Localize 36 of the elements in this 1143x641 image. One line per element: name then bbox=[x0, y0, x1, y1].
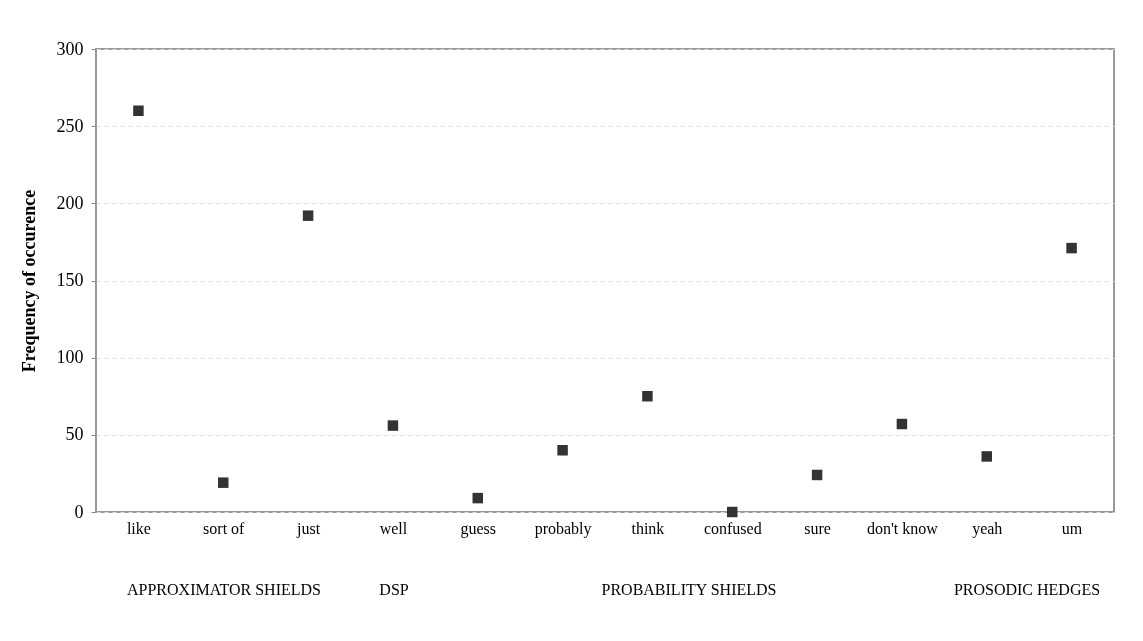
point bbox=[472, 492, 483, 504]
point bbox=[218, 477, 229, 488]
x-tick-label: sure bbox=[804, 519, 831, 537]
y-axis-title: Frequency of occurence bbox=[18, 189, 39, 373]
point bbox=[896, 418, 908, 430]
point bbox=[981, 451, 992, 462]
y-tick-label: 300 bbox=[56, 38, 84, 59]
text: PROSODIC HEDGES bbox=[953, 581, 1101, 598]
text: PROBABILITY SHIELDS bbox=[601, 581, 777, 598]
point bbox=[387, 420, 399, 431]
text: DSP bbox=[379, 581, 409, 598]
y-tick-label: 250 bbox=[56, 115, 84, 136]
y-tick-label: 150 bbox=[56, 270, 84, 290]
y-tick-label: 50 bbox=[65, 424, 84, 445]
y-tick-label: 0 bbox=[74, 501, 84, 522]
point bbox=[557, 445, 568, 456]
x-tick-label: yeah bbox=[972, 519, 1003, 538]
y-tick-label: 100 bbox=[56, 347, 84, 368]
y-tick-label: 200 bbox=[56, 192, 84, 213]
point bbox=[133, 105, 144, 116]
point bbox=[302, 210, 314, 221]
x-tick-label: well bbox=[379, 519, 408, 537]
x-tick-label: just bbox=[296, 519, 321, 538]
x-tick-label: um bbox=[1061, 519, 1083, 537]
point bbox=[811, 469, 823, 481]
x-tick-label: like bbox=[126, 519, 151, 537]
point bbox=[642, 391, 653, 402]
x-tick-label: probably bbox=[534, 519, 592, 538]
point bbox=[1066, 242, 1077, 254]
x-tick-label: sort of bbox=[203, 519, 246, 537]
x-tick-label: confused bbox=[703, 519, 762, 537]
x-tick-label: guess bbox=[460, 519, 497, 538]
text: APPROXIMATOR SHIELDS bbox=[127, 581, 321, 598]
x-tick-label: don't know bbox=[866, 519, 939, 537]
point bbox=[727, 506, 738, 518]
x-tick-label: think bbox=[631, 519, 665, 537]
